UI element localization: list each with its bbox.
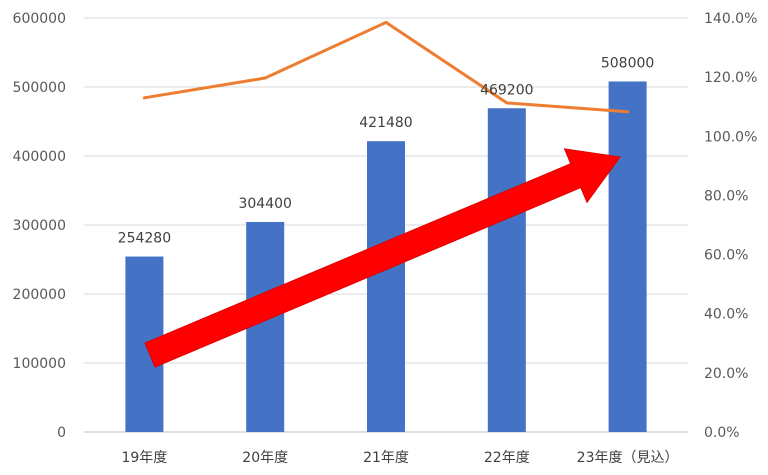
line-point xyxy=(263,76,267,80)
right-tick-label: 100.0% xyxy=(704,129,757,145)
line-series xyxy=(142,20,630,114)
bar xyxy=(608,81,647,432)
bar-data-label: 254280 xyxy=(118,231,171,247)
left-tick-label: 200000 xyxy=(13,287,66,303)
bar-data-label: 508000 xyxy=(601,55,654,71)
trend-arrow xyxy=(144,148,621,368)
right-tick-label: 60.0% xyxy=(704,248,748,264)
left-tick-label: 600000 xyxy=(13,11,66,27)
line-point xyxy=(626,110,630,114)
line-point xyxy=(505,101,509,105)
arrow-shape xyxy=(144,148,621,368)
category-label: 23年度（見込） xyxy=(577,450,679,466)
right-tick-label: 40.0% xyxy=(704,307,748,323)
category-label: 21年度 xyxy=(363,450,409,466)
category-axis-labels: 19年度 20年度 21年度 22年度 23年度（見込） xyxy=(121,450,678,466)
category-label: 22年度 xyxy=(484,450,530,466)
right-tick-label: 140.0% xyxy=(704,11,757,27)
left-tick-label: 400000 xyxy=(13,149,66,165)
category-label: 19年度 xyxy=(121,450,167,466)
left-tick-label: 0 xyxy=(57,425,66,441)
left-tick-label: 300000 xyxy=(13,218,66,234)
right-tick-label: 120.0% xyxy=(704,70,757,86)
category-label: 20年度 xyxy=(242,450,288,466)
right-tick-label: 80.0% xyxy=(704,188,748,204)
line-point xyxy=(142,96,146,100)
right-axis-ticks: 0.0% 20.0% 40.0% 60.0% 80.0% 100.0% 120.0% 140.… xyxy=(704,11,757,441)
bar-series xyxy=(125,81,647,432)
bar xyxy=(246,221,285,432)
left-axis-ticks: 0 100000 200000 300000 400000 500000 600000 xyxy=(13,11,66,441)
line-path xyxy=(142,20,630,114)
right-tick-label: 0.0% xyxy=(704,425,740,441)
bar xyxy=(367,141,405,432)
bar-data-label: 421480 xyxy=(359,115,412,131)
bar xyxy=(487,108,526,432)
left-tick-label: 100000 xyxy=(13,356,66,372)
line-point xyxy=(384,20,388,24)
left-tick-label: 500000 xyxy=(13,80,66,96)
bar-data-label: 304400 xyxy=(238,196,291,212)
bar-data-label: 469200 xyxy=(480,82,533,98)
bar-data-labels: 254280 304400 421480 469200 508000 xyxy=(118,55,655,246)
right-tick-label: 20.0% xyxy=(704,366,748,382)
